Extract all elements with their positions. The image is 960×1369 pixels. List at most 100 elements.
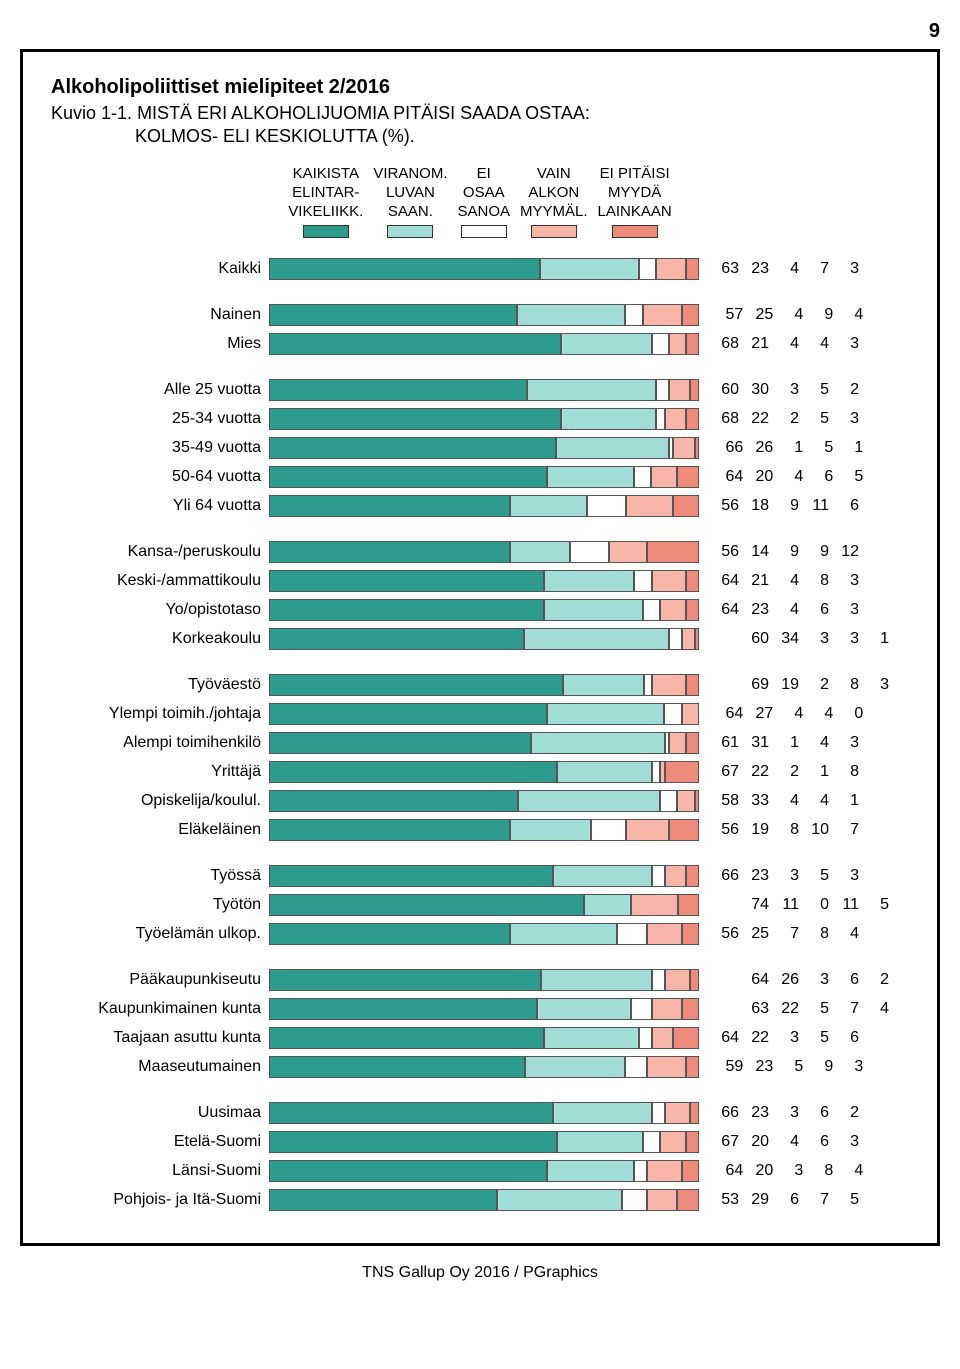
bar-segment [269,969,541,991]
bar-segment [518,790,660,812]
bar-segment [634,570,651,592]
bar-segment [547,466,634,488]
row-values: 6427440 [699,705,863,723]
value: 9 [769,497,799,515]
bar-segment [644,674,653,696]
value: 1 [833,439,863,457]
bar-segment [686,732,699,754]
chart-row: Kaupunkimainen kunta6322574 [51,996,909,1022]
group-separator [51,950,909,964]
bar-segment [269,998,537,1020]
value: 4 [769,601,799,619]
value: 4 [859,1000,889,1018]
bar [269,703,699,725]
bar-segment [660,790,677,812]
value: 1 [859,630,889,648]
bar-segment [634,1160,647,1182]
bar [269,969,699,991]
chart-row: Kansa-/peruskoulu56149912 [51,539,909,565]
bar-segment [269,790,518,812]
bar-segment [269,379,527,401]
bar-segment [269,258,540,280]
row-label: Mies [51,335,269,353]
legend: KAIKISTAELINTAR-VIKELIIKK.VIRANOM.LUVANS… [51,165,909,238]
bar [269,865,699,887]
chart-row: Etelä-Suomi6720463 [51,1129,909,1155]
bar-segment [269,495,510,517]
value: 2 [769,410,799,428]
chart-row: Opiskelija/koulul.5833441 [51,788,909,814]
value: 4 [803,705,833,723]
row-label: Alle 25 vuotta [51,381,269,399]
value: 64 [739,971,769,989]
row-values: 6323473 [699,260,859,278]
bar-segment [690,1102,699,1124]
row-label: Eläkeläinen [51,821,269,839]
bar-segment [609,541,648,563]
legend-label: VAIN [537,165,571,184]
row-label: Korkeakoulu [51,630,269,648]
value: 29 [739,1191,769,1209]
bar-segment [269,437,556,459]
bar-segment [557,761,652,783]
value: 0 [833,705,863,723]
value: 11 [769,896,799,914]
value: 3 [833,1058,863,1076]
bar-segment [652,998,682,1020]
value: 60 [709,381,739,399]
bar-segment [647,541,699,563]
bar-segment [643,304,682,326]
value: 21 [739,335,769,353]
bar-segment [656,408,665,430]
value: 8 [799,572,829,590]
value: 9 [803,306,833,324]
bar-segment [547,1160,634,1182]
value: 6 [799,1104,829,1122]
value: 64 [709,572,739,590]
row-label: Maaseutumainen [51,1058,269,1076]
footer-credit: TNS Gallup Oy 2016 / PGraphics [20,1264,940,1282]
value: 3 [829,335,859,353]
bar-segment [269,674,563,696]
bar-segment [561,333,651,355]
row-values: 6423463 [699,601,859,619]
row-values: 56198107 [699,821,859,839]
value: 4 [799,335,829,353]
legend-item: EIOSAASANOA [458,165,511,238]
row-label: Työtön [51,896,269,914]
row-values: 74110115 [699,896,889,914]
value: 26 [743,439,773,457]
value: 6 [829,971,859,989]
group-separator [51,360,909,374]
bar-segment [631,998,652,1020]
bar [269,495,699,517]
bar [269,1189,699,1211]
value: 9 [769,543,799,561]
value: 9 [803,1058,833,1076]
bar-segment [269,408,561,430]
bar-segment [625,304,642,326]
value: 57 [713,306,743,324]
chart-row: Alempi toimihenkilö6131143 [51,730,909,756]
legend-label: KAIKISTA [293,165,359,184]
chart-row: 35-49 vuotta6626151 [51,435,909,461]
value: 6 [829,1029,859,1047]
bar-segment [269,865,553,887]
bar-segment [677,466,699,488]
row-values: 6422356 [699,1029,859,1047]
value: 74 [739,896,769,914]
value: 3 [859,676,889,694]
value: 8 [829,676,859,694]
value: 66 [709,867,739,885]
bar-segment [561,408,656,430]
row-values: 5923593 [699,1058,863,1076]
value: 10 [799,821,829,839]
value: 8 [803,1162,833,1180]
value: 3 [829,630,859,648]
chart-row: Työssä6623353 [51,863,909,889]
bar-segment [269,466,547,488]
bar [269,1160,699,1182]
chart-row: Yli 64 vuotta56189116 [51,493,909,519]
value: 19 [739,821,769,839]
value: 64 [709,601,739,619]
